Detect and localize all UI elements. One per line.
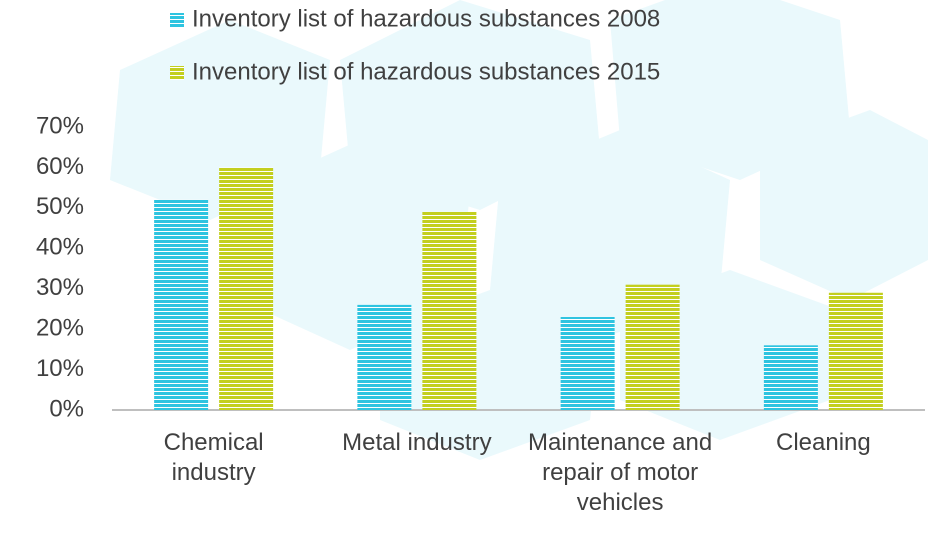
x-tick-label: Chemical industry — [163, 429, 264, 486]
x-tick-label: Cleaning — [776, 429, 871, 456]
y-tick-label: 10% — [36, 355, 84, 382]
y-tick-label: 50% — [36, 193, 84, 220]
legend-marker — [170, 13, 184, 27]
bar — [560, 317, 615, 410]
y-tick-label: 0% — [49, 395, 84, 422]
x-tick-label: Maintenance and repair of motor vehicles — [528, 429, 713, 516]
y-tick-label: 40% — [36, 234, 84, 261]
x-tick-label: Metal industry — [342, 429, 492, 456]
bar — [625, 284, 680, 410]
y-tick-label: 60% — [36, 153, 84, 180]
bar — [154, 199, 209, 410]
bar — [828, 292, 883, 410]
bar — [357, 304, 412, 410]
y-tick-label: 70% — [36, 112, 84, 139]
y-tick-label: 30% — [36, 274, 84, 301]
bar — [422, 211, 477, 410]
legend-label: Inventory list of hazardous substances 2… — [192, 5, 660, 32]
bar — [219, 167, 274, 410]
bar — [763, 345, 818, 410]
legend-marker — [170, 66, 184, 80]
y-tick-label: 20% — [36, 314, 84, 341]
legend-label: Inventory list of hazardous substances 2… — [192, 58, 660, 85]
